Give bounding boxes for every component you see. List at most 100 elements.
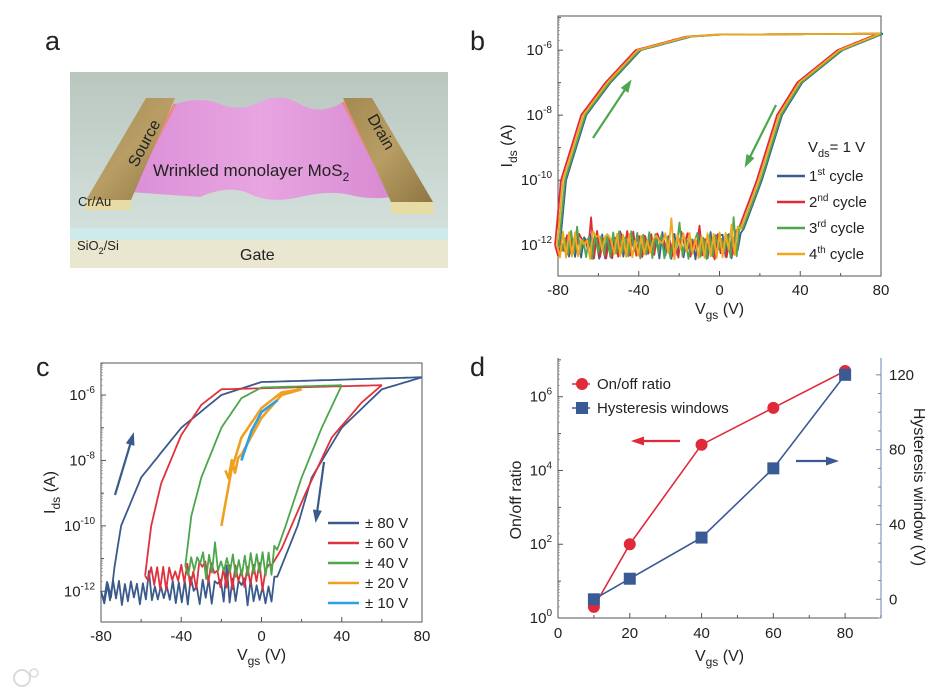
tick-base: 10 [530, 536, 547, 553]
x-tick-label: -40 [628, 282, 650, 299]
panel-label-a: a [45, 26, 61, 56]
tick-exp: -12 [81, 581, 96, 592]
legend-num: 4 [809, 246, 817, 263]
drain-electrode [343, 98, 433, 202]
x-tick-label: 40 [693, 625, 710, 642]
source-electrode [86, 98, 175, 200]
direction-arrow-shaft [745, 104, 777, 166]
hysteresis-point [695, 531, 708, 544]
x-tick-label: 0 [257, 628, 265, 645]
legend-label: ± 80 V [365, 515, 408, 532]
legend-num: 2 [809, 194, 817, 211]
tick-base: 10 [64, 518, 81, 535]
series-line-3-branch-2 [184, 384, 343, 580]
tick-base: 10 [526, 107, 543, 124]
y-tick-label: 10-12 [521, 235, 553, 254]
hysteresis-point [839, 368, 852, 381]
series-line-2-branch-2 [144, 384, 383, 591]
legend-label: ± 20 V [365, 575, 408, 592]
panel-a-device-schematic: a Source Drain Wrinkled monolayer MoS2 C… [45, 26, 448, 268]
axis-title-sub: gs [706, 308, 719, 322]
tick-base: 10 [530, 389, 547, 406]
series-line-5-branch-1 [240, 399, 279, 461]
y-right-tick-label: 40 [889, 516, 906, 533]
series-line-4-branch-2 [224, 388, 302, 480]
tick-exp: 0 [546, 608, 552, 619]
series-line-1-branch-1 [100, 376, 422, 605]
hysteresis-point [587, 593, 600, 606]
legend-label: ± 10 V [365, 595, 408, 612]
x-tick-label: 40 [333, 628, 350, 645]
tick-exp: 4 [546, 460, 552, 471]
series-line-4-branch-1 [220, 388, 302, 527]
legend-marker-square [576, 402, 588, 414]
axis-title-unit: (A) [499, 125, 516, 151]
vds-annotation: Vds= 1 V [808, 139, 865, 160]
axis-title-main: I [499, 163, 516, 167]
x-tick-label: 20 [621, 625, 638, 642]
tick-base: 10 [69, 452, 86, 469]
legend-label: 2nd cycle [809, 193, 867, 211]
gate-label: Gate [240, 247, 275, 264]
tick-exp: -8 [543, 105, 552, 116]
x-tick-label: -40 [170, 628, 192, 645]
legend-sup: th [817, 245, 825, 256]
legend-rest: cycle [825, 168, 863, 185]
tick-exp: -6 [543, 40, 552, 51]
series-line-4-forward [556, 32, 880, 246]
series-line-4-reverse [556, 32, 881, 261]
tick-base: 10 [521, 172, 538, 189]
y-tick-label: 106 [530, 387, 553, 406]
legend-sup: st [817, 167, 825, 178]
legend-label: 3rd cycle [809, 219, 865, 237]
substrate-rest: /Si [104, 238, 119, 253]
axis-title-sub: gs [248, 654, 261, 668]
panel-label-b: b [470, 26, 485, 56]
x-tick-label: -80 [90, 628, 112, 645]
axis-title: Vgs (V) [237, 647, 286, 668]
hysteresis-point [623, 572, 636, 585]
source-electrode-front [84, 200, 131, 210]
hysteresis-point [767, 462, 780, 475]
on-off-ratio-point [623, 538, 636, 551]
x-tick-label: 0 [715, 282, 723, 299]
axis-title-sub: ds [506, 150, 520, 163]
axis-title-main: I [42, 510, 59, 514]
y-tick-label: 10-10 [64, 516, 96, 535]
legend-label: Hysteresis windows [597, 400, 729, 417]
x-tick-label: 40 [792, 282, 809, 299]
direction-arrow-shaft [592, 81, 631, 139]
legend-sup: rd [817, 219, 826, 230]
legend-num: 1 [809, 168, 817, 185]
tick-exp: -8 [86, 450, 95, 461]
legend-marker-circle [576, 378, 588, 390]
tick-exp: 6 [546, 387, 552, 398]
tick-base: 10 [526, 42, 543, 59]
y-tick-label: 100 [530, 608, 553, 627]
y-tick-label: 10-12 [64, 581, 96, 600]
substrate-sub: 2 [99, 246, 104, 256]
y-tick-label: 10-6 [526, 40, 552, 59]
axis-title-unit: (V) [718, 301, 744, 318]
y-left-title: On/off ratio [508, 460, 525, 539]
direction-arrow-head [125, 432, 135, 446]
x-tick-label: 80 [414, 628, 431, 645]
legend-rest: cycle [828, 194, 866, 211]
y-right-tick-label: 120 [889, 367, 914, 384]
tick-base: 10 [521, 237, 538, 254]
on-off-ratio-point [767, 401, 780, 414]
x-tick-label: 80 [873, 282, 890, 299]
axis-title: Ids (A) [42, 471, 63, 514]
vds-annotation-sub: ds [818, 148, 830, 160]
legend-rest: cycle [826, 220, 864, 237]
panel-label-c: c [36, 352, 50, 382]
axis-title-unit: (V) [260, 647, 286, 664]
axis-title-unit: (A) [42, 471, 59, 497]
axis-title-main: V [237, 647, 248, 664]
axis-title-unit: (V) [718, 648, 744, 665]
y-tick-label: 104 [530, 460, 553, 479]
channel-label-main: Wrinkled monolayer MoS [153, 161, 343, 180]
